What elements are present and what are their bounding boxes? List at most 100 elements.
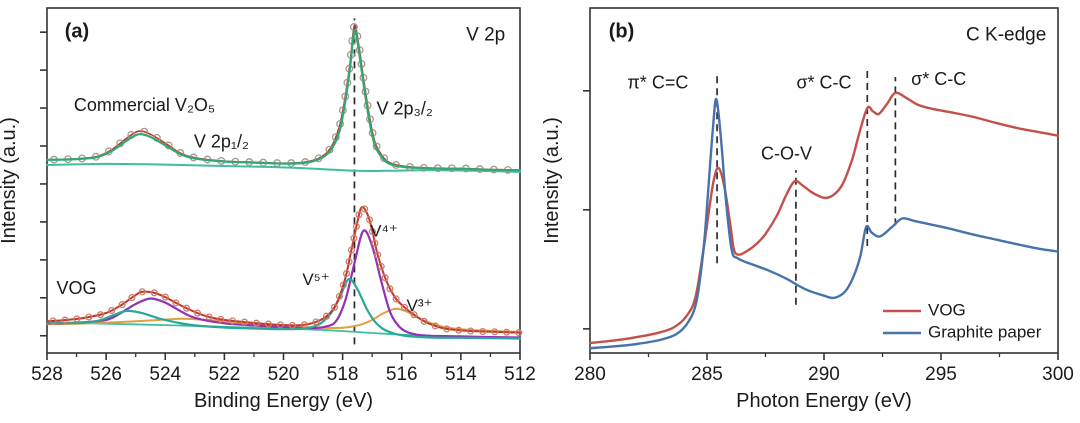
- data-point-marker: [335, 292, 343, 300]
- data-point-marker: [161, 293, 169, 301]
- data-point-marker: [386, 285, 394, 293]
- x-tick-label: 528: [31, 364, 63, 385]
- annotation-label: V 2p₁/₂: [194, 131, 249, 151]
- data-point-marker: [352, 222, 360, 231]
- annotation-label: (a): [65, 20, 89, 42]
- series-vog-v3-peak: [46, 307, 521, 333]
- data-point-marker: [229, 317, 237, 325]
- x-tick-label: 512: [504, 364, 536, 385]
- annotation-label: V⁴⁺: [370, 222, 398, 241]
- data-point-marker: [264, 320, 272, 328]
- x-axis-label-b: Photon Energy (eV): [736, 390, 912, 412]
- series-vog-envelope-markers: [49, 205, 523, 337]
- x-tick-label: 516: [386, 364, 418, 385]
- annotation-label: VOG: [57, 278, 97, 298]
- data-point-marker: [491, 328, 499, 336]
- annotation-label: V³⁺: [406, 296, 432, 315]
- legend: VOG Graphite paper: [883, 300, 1042, 341]
- data-point-marker: [377, 262, 385, 270]
- annotation-label: C K-edge: [966, 25, 1046, 46]
- data-point-marker: [479, 327, 487, 336]
- x-tick-label: 290: [808, 364, 840, 385]
- x-tick-label: 280: [574, 364, 606, 385]
- data-point-marker: [205, 313, 213, 321]
- series-graphite-paper: [588, 97, 1060, 350]
- x-axis-label-a: Binding Energy (eV): [194, 390, 373, 412]
- data-point-marker: [85, 313, 93, 321]
- annotation-label: π* C=C: [627, 73, 688, 93]
- x-tick-label: 526: [90, 364, 122, 385]
- series-commercial-v2o5-fit: [45, 29, 522, 172]
- data-point-marker: [371, 239, 379, 247]
- x-tick-label: 295: [925, 364, 957, 385]
- annotation-label: σ* C-C: [911, 69, 966, 89]
- data-point-marker: [217, 315, 225, 323]
- data-point-marker: [300, 321, 308, 329]
- annotation-label: V 2p₃/₂: [377, 99, 433, 119]
- data-point-marker: [503, 328, 511, 336]
- data-point-marker: [380, 154, 389, 163]
- data-point-marker: [355, 211, 363, 219]
- data-point-marker: [276, 321, 284, 329]
- data-point-marker: [345, 258, 353, 266]
- data-point-marker: [118, 301, 126, 309]
- legend-label-0: VOG: [928, 300, 966, 319]
- data-point-marker: [401, 303, 409, 311]
- y-axis-label-a: Intensity (a.u.): [0, 117, 20, 244]
- data-point-marker: [288, 321, 296, 329]
- annotation-label: C-O-V: [761, 143, 812, 163]
- panel-a-border: [46, 7, 521, 354]
- data-point-marker: [365, 216, 374, 224]
- data-point-marker: [150, 289, 158, 297]
- data-point-marker: [108, 306, 116, 315]
- data-point-marker: [330, 303, 339, 311]
- data-point-marker: [374, 251, 382, 259]
- data-point-marker: [128, 294, 136, 302]
- x-tick-label: 520: [268, 364, 300, 385]
- data-point-marker: [467, 327, 475, 335]
- series-vog: [588, 91, 1060, 345]
- x-tick-label: 522: [209, 364, 241, 385]
- series-commercial-v2o5-background: [46, 162, 521, 173]
- legend-label-1: Graphite paper: [928, 322, 1042, 341]
- x-tick-label: 514: [445, 364, 477, 385]
- data-point-marker: [183, 304, 191, 312]
- annotation-label: V⁵⁺: [302, 270, 329, 289]
- data-point-marker: [381, 274, 389, 282]
- data-point-marker: [252, 319, 261, 327]
- data-point-marker: [342, 269, 351, 278]
- data-point-marker: [350, 234, 358, 242]
- data-point-marker: [515, 329, 523, 337]
- panel-b-border: [589, 7, 1059, 354]
- data-point-marker: [73, 315, 81, 323]
- data-point-marker: [172, 299, 180, 307]
- data-point-marker: [61, 316, 69, 324]
- x-tick-label: 285: [691, 364, 723, 385]
- data-point-marker: [392, 295, 400, 303]
- x-tick-label: 518: [327, 364, 359, 385]
- data-point-marker: [240, 318, 249, 326]
- data-point-marker: [138, 288, 146, 296]
- data-point-marker: [443, 325, 451, 333]
- data-point-marker: [194, 309, 202, 317]
- annotation-label: σ* C-C: [796, 73, 851, 93]
- data-point-marker: [455, 326, 463, 334]
- data-point-marker: [347, 246, 355, 254]
- x-tick-label: 300: [1042, 364, 1074, 385]
- panel-a: 528 526 524 522 520 518 516 514 512 Binding Energ…: [0, 7, 536, 412]
- data-point-marker: [312, 318, 320, 326]
- annotation-label: (b): [609, 20, 635, 42]
- series-vog-v4-peak: [45, 229, 522, 339]
- data-point-marker: [431, 322, 439, 330]
- annotation-label: Commercial V₂O₅: [74, 95, 215, 115]
- annotation-label: V 2p: [466, 25, 505, 46]
- data-point-marker: [49, 317, 57, 325]
- y-axis-label-b: Intensity (a.u.): [541, 117, 563, 244]
- data-point-marker: [322, 312, 331, 320]
- series-vog-v5-peak: [45, 277, 522, 340]
- panel-b: 280 285 290 295 300 Photon Energy (eV) Intensi…: [541, 7, 1074, 412]
- data-point-marker: [361, 205, 369, 213]
- data-point-marker: [96, 311, 105, 319]
